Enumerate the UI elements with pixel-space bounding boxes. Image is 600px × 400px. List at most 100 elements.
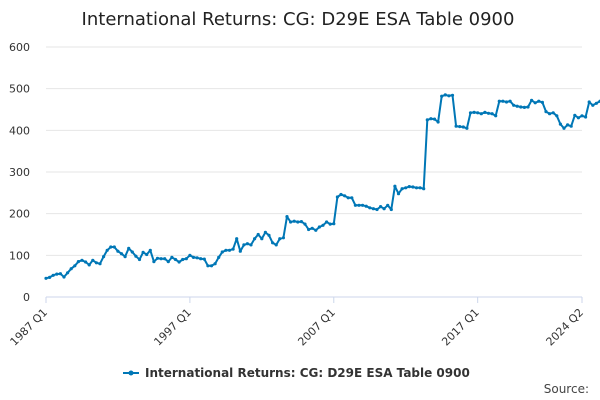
data-point[interactable] <box>497 99 501 103</box>
data-point[interactable] <box>407 185 411 189</box>
data-point[interactable] <box>530 98 534 102</box>
data-point[interactable] <box>436 120 440 124</box>
data-point[interactable] <box>177 260 181 264</box>
data-point[interactable] <box>181 257 185 262</box>
data-point[interactable] <box>343 194 347 198</box>
data-point[interactable] <box>76 260 80 264</box>
data-point[interactable] <box>87 263 91 267</box>
data-point[interactable] <box>112 245 116 249</box>
data-point[interactable] <box>368 206 372 210</box>
data-point[interactable] <box>98 262 102 266</box>
data-point[interactable] <box>555 114 559 118</box>
data-point[interactable] <box>389 207 393 212</box>
data-point[interactable] <box>486 111 491 115</box>
data-point[interactable] <box>364 204 368 208</box>
legend[interactable]: International Returns: CG: D29E ESA Tabl… <box>123 366 470 380</box>
data-point[interactable] <box>109 245 113 249</box>
data-point[interactable] <box>558 122 563 126</box>
data-point[interactable] <box>432 117 437 121</box>
data-point[interactable] <box>314 228 318 232</box>
data-point[interactable] <box>576 116 581 120</box>
data-point[interactable] <box>310 226 314 230</box>
data-point[interactable] <box>292 219 296 223</box>
data-point[interactable] <box>440 94 444 98</box>
data-point[interactable] <box>127 246 131 250</box>
data-point[interactable] <box>332 222 336 226</box>
data-point[interactable] <box>94 261 98 265</box>
data-point[interactable] <box>515 104 519 108</box>
data-point[interactable] <box>544 110 548 114</box>
data-point[interactable] <box>80 258 84 262</box>
data-point[interactable] <box>159 257 163 261</box>
data-point[interactable] <box>155 256 160 260</box>
data-point[interactable] <box>227 248 232 252</box>
data-point[interactable] <box>260 237 264 241</box>
data-point[interactable] <box>461 125 465 129</box>
data-point[interactable] <box>386 203 390 207</box>
data-point[interactable] <box>404 186 408 190</box>
data-point[interactable] <box>231 247 235 251</box>
data-point[interactable] <box>357 203 361 207</box>
data-point[interactable] <box>152 260 156 264</box>
data-point[interactable] <box>501 99 505 103</box>
data-point[interactable] <box>213 262 217 266</box>
data-point[interactable] <box>263 230 267 234</box>
data-point[interactable] <box>382 207 386 211</box>
data-point[interactable] <box>573 113 577 117</box>
data-point[interactable] <box>141 250 145 254</box>
data-point[interactable] <box>51 273 55 277</box>
data-point[interactable] <box>562 126 566 130</box>
data-point[interactable] <box>130 250 134 254</box>
data-point[interactable] <box>490 112 494 116</box>
data-point[interactable] <box>173 257 178 262</box>
data-point[interactable] <box>422 187 426 191</box>
data-point[interactable] <box>483 110 487 114</box>
data-point[interactable] <box>102 255 106 259</box>
data-point[interactable] <box>188 253 192 257</box>
data-point[interactable] <box>73 264 77 268</box>
data-point[interactable] <box>411 185 415 189</box>
data-point[interactable] <box>170 255 174 259</box>
data-point[interactable] <box>400 187 404 191</box>
data-point[interactable] <box>594 101 599 105</box>
data-point[interactable] <box>274 243 278 247</box>
data-point[interactable] <box>584 115 588 119</box>
data-point[interactable] <box>526 105 530 109</box>
data-point[interactable] <box>548 112 552 116</box>
data-point[interactable] <box>479 112 483 116</box>
data-point[interactable] <box>184 257 188 261</box>
data-point[interactable] <box>289 220 293 224</box>
data-point[interactable] <box>450 93 455 97</box>
data-point[interactable] <box>58 272 63 276</box>
data-point[interactable] <box>123 255 127 259</box>
data-point[interactable] <box>396 192 401 196</box>
data-point[interactable] <box>551 111 555 115</box>
data-point[interactable] <box>587 100 591 104</box>
data-point[interactable] <box>317 225 321 229</box>
data-point[interactable] <box>580 114 584 118</box>
data-point[interactable] <box>285 215 289 219</box>
data-point[interactable] <box>476 111 480 115</box>
data-point[interactable] <box>425 118 429 122</box>
data-point[interactable] <box>163 257 167 261</box>
data-point[interactable] <box>238 249 242 253</box>
data-point[interactable] <box>443 93 447 97</box>
data-point[interactable] <box>569 124 573 128</box>
data-point[interactable] <box>494 114 498 118</box>
data-point[interactable] <box>220 250 224 254</box>
data-point[interactable] <box>307 227 311 232</box>
data-point[interactable] <box>375 207 379 212</box>
data-point[interactable] <box>299 220 303 224</box>
data-point[interactable] <box>350 196 354 200</box>
data-point[interactable] <box>454 124 458 128</box>
data-point[interactable] <box>235 237 239 241</box>
data-point[interactable] <box>249 243 253 247</box>
data-point[interactable] <box>91 258 95 262</box>
data-point[interactable] <box>206 264 210 268</box>
data-point[interactable] <box>69 267 73 271</box>
data-point[interactable] <box>468 111 473 115</box>
data-point[interactable] <box>303 222 307 226</box>
data-point[interactable] <box>119 252 124 256</box>
data-point[interactable] <box>55 272 59 276</box>
data-point[interactable] <box>418 186 422 190</box>
